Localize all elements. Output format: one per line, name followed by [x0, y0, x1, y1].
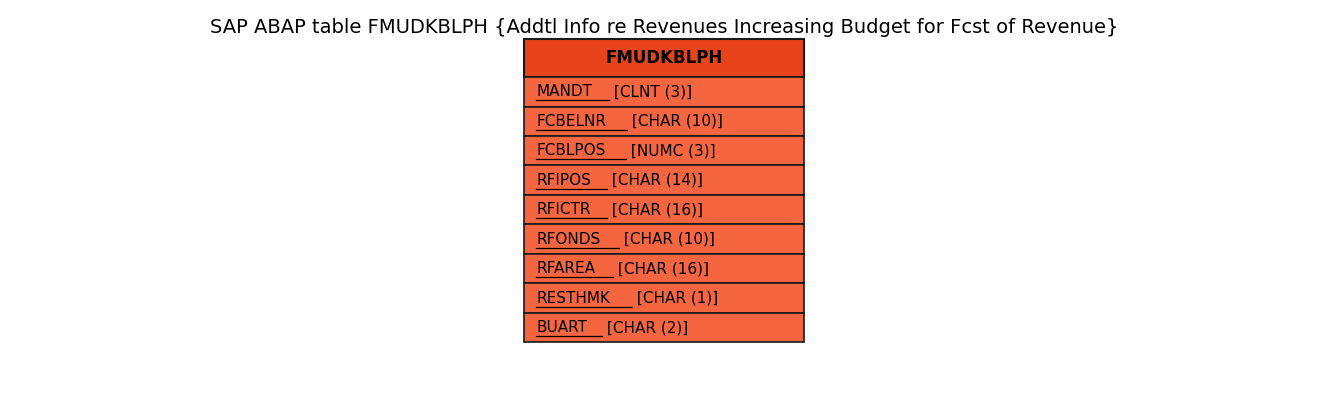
Text: [CHAR (2)]: [CHAR (2)] — [602, 320, 688, 335]
Text: RFONDS: RFONDS — [537, 232, 601, 247]
FancyBboxPatch shape — [525, 313, 804, 342]
Text: RESTHMK: RESTHMK — [537, 291, 610, 306]
Text: RFICTR: RFICTR — [537, 202, 591, 217]
Text: [CHAR (10)]: [CHAR (10)] — [627, 114, 723, 129]
Text: RFAREA: RFAREA — [537, 261, 595, 276]
FancyBboxPatch shape — [525, 225, 804, 254]
Text: BUART: BUART — [537, 320, 587, 335]
Text: MANDT: MANDT — [537, 84, 593, 99]
Text: [CHAR (14)]: [CHAR (14)] — [607, 173, 703, 188]
FancyBboxPatch shape — [525, 254, 804, 284]
FancyBboxPatch shape — [525, 77, 804, 107]
Text: [CLNT (3)]: [CLNT (3)] — [609, 84, 692, 99]
Text: FCBELNR: FCBELNR — [537, 114, 606, 129]
FancyBboxPatch shape — [525, 284, 804, 313]
FancyBboxPatch shape — [525, 107, 804, 136]
Text: [CHAR (16)]: [CHAR (16)] — [613, 261, 708, 276]
Text: [NUMC (3)]: [NUMC (3)] — [626, 143, 715, 158]
FancyBboxPatch shape — [525, 39, 804, 77]
Text: FMUDKBLPH: FMUDKBLPH — [606, 49, 723, 67]
FancyBboxPatch shape — [525, 166, 804, 195]
Text: FCBLPOS: FCBLPOS — [537, 143, 606, 158]
Text: [CHAR (16)]: [CHAR (16)] — [607, 202, 703, 217]
Text: SAP ABAP table FMUDKBLPH {Addtl Info re Revenues Increasing Budget for Fcst of R: SAP ABAP table FMUDKBLPH {Addtl Info re … — [210, 18, 1119, 37]
Text: RFIPOS: RFIPOS — [537, 173, 591, 188]
Text: [CHAR (10)]: [CHAR (10)] — [619, 232, 715, 247]
FancyBboxPatch shape — [525, 136, 804, 166]
FancyBboxPatch shape — [525, 195, 804, 225]
Text: [CHAR (1)]: [CHAR (1)] — [633, 291, 718, 306]
